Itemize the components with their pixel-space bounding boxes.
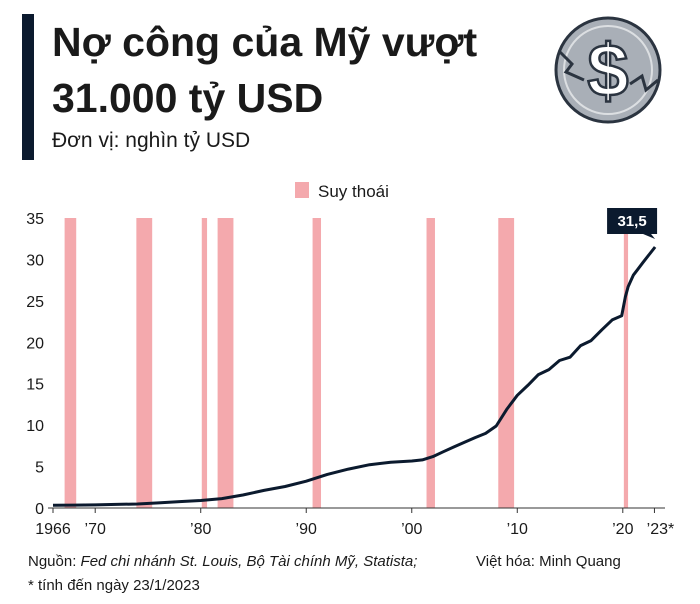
logo: $ <box>554 16 662 124</box>
label-box <box>607 208 658 239</box>
recession-band <box>426 218 435 508</box>
svg-text:$: $ <box>587 29 628 112</box>
y-tick-label: 30 <box>26 252 44 269</box>
x-tick-label: ’90 <box>296 521 317 538</box>
recession-band <box>623 218 629 508</box>
x-tick-label: ’20 <box>612 521 633 538</box>
recession-band <box>136 218 153 508</box>
y-tick-label: 20 <box>26 335 44 352</box>
y-tick-label: 0 <box>35 501 44 518</box>
y-tick-label: 10 <box>26 418 44 435</box>
x-tick-label: ’70 <box>85 521 106 538</box>
source-label: Nguồn: <box>28 553 76 570</box>
chart-title: Nợ công của Mỹ vượt <box>52 19 478 65</box>
legend-swatch <box>295 182 309 198</box>
y-tick-label: 5 <box>35 460 44 477</box>
legend-label: Suy thoái <box>318 182 389 201</box>
note: * tính đến ngày 23/1/2023 <box>28 577 200 594</box>
source: Nguồn: Fed chi nhánh St. Louis, Bộ Tài c… <box>28 553 417 570</box>
chart-subtitle: Đơn vị: nghìn tỷ USD <box>52 129 250 152</box>
x-tick-label: ’23* <box>647 521 675 538</box>
y-tick-label: 25 <box>26 294 44 311</box>
data-label: 31,5 <box>617 213 646 230</box>
x-tick-label: 1966 <box>35 521 71 538</box>
recession-band <box>312 218 322 508</box>
title-bar <box>22 14 34 160</box>
x-tick-label: ’10 <box>507 521 528 538</box>
x-tick-label: ’00 <box>401 521 422 538</box>
y-tick-label: 35 <box>26 211 44 228</box>
recession-band <box>64 218 77 508</box>
credit: Việt hóa: Minh Quang <box>476 553 621 570</box>
recession-band <box>217 218 234 508</box>
recession-band <box>498 218 515 508</box>
legend: Suy thoái <box>295 182 389 201</box>
line <box>52 246 657 507</box>
source-text: Fed chi nhánh St. Louis, Bộ Tài chính Mỹ… <box>81 553 418 570</box>
x-tick-label: ’80 <box>190 521 211 538</box>
recession-band <box>201 218 208 508</box>
y-tick-label: 15 <box>26 377 44 394</box>
chart-title: 31.000 tỷ USD <box>52 75 323 121</box>
